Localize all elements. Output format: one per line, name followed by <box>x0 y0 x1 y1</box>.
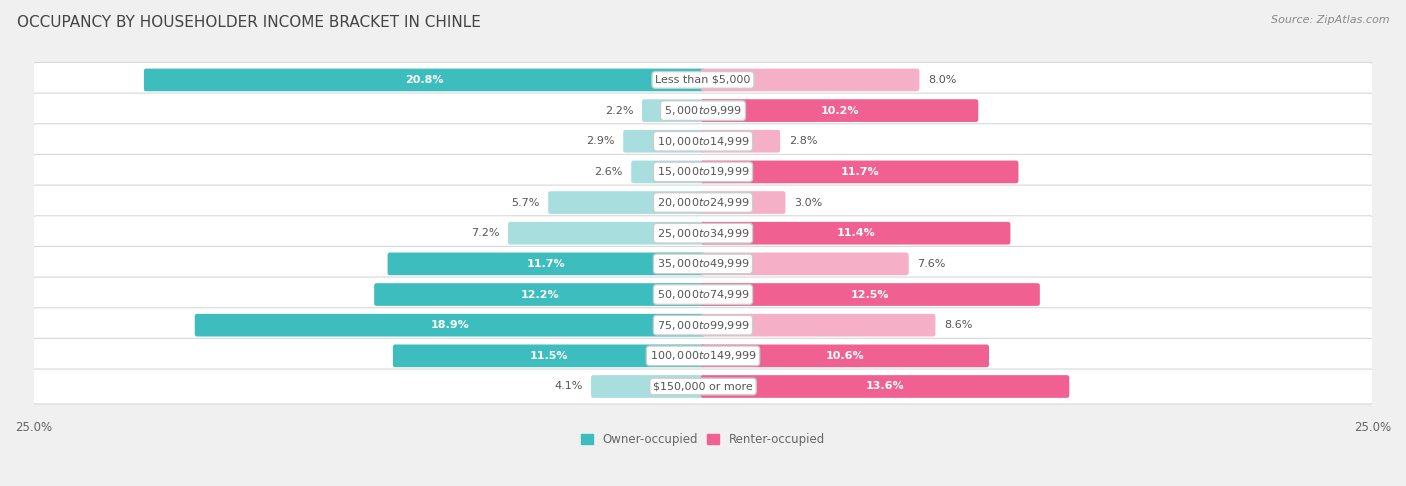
Text: 18.9%: 18.9% <box>430 320 470 330</box>
Text: 2.8%: 2.8% <box>789 136 817 146</box>
Text: 2.2%: 2.2% <box>605 105 633 116</box>
FancyBboxPatch shape <box>700 191 786 214</box>
FancyBboxPatch shape <box>700 345 988 367</box>
Text: OCCUPANCY BY HOUSEHOLDER INCOME BRACKET IN CHINLE: OCCUPANCY BY HOUSEHOLDER INCOME BRACKET … <box>17 15 481 30</box>
FancyBboxPatch shape <box>388 253 706 275</box>
Text: 4.1%: 4.1% <box>554 382 582 392</box>
Text: 12.5%: 12.5% <box>851 290 890 299</box>
Text: $5,000 to $9,999: $5,000 to $9,999 <box>664 104 742 117</box>
FancyBboxPatch shape <box>32 369 1374 404</box>
Text: 8.6%: 8.6% <box>943 320 973 330</box>
FancyBboxPatch shape <box>700 222 1011 244</box>
FancyBboxPatch shape <box>32 155 1374 190</box>
Text: 2.9%: 2.9% <box>586 136 614 146</box>
Text: 12.2%: 12.2% <box>520 290 560 299</box>
FancyBboxPatch shape <box>700 130 780 153</box>
Text: 7.6%: 7.6% <box>917 259 946 269</box>
Text: 7.2%: 7.2% <box>471 228 499 238</box>
FancyBboxPatch shape <box>32 124 1374 159</box>
FancyBboxPatch shape <box>623 130 706 153</box>
Text: $50,000 to $74,999: $50,000 to $74,999 <box>657 288 749 301</box>
FancyBboxPatch shape <box>374 283 706 306</box>
FancyBboxPatch shape <box>700 99 979 122</box>
FancyBboxPatch shape <box>32 338 1374 373</box>
FancyBboxPatch shape <box>631 160 706 183</box>
Text: 5.7%: 5.7% <box>512 198 540 208</box>
FancyBboxPatch shape <box>195 314 706 336</box>
Text: 8.0%: 8.0% <box>928 75 956 85</box>
Text: 13.6%: 13.6% <box>866 382 904 392</box>
FancyBboxPatch shape <box>700 253 908 275</box>
FancyBboxPatch shape <box>32 308 1374 343</box>
Text: 20.8%: 20.8% <box>405 75 444 85</box>
FancyBboxPatch shape <box>32 246 1374 281</box>
FancyBboxPatch shape <box>32 185 1374 220</box>
Text: 11.5%: 11.5% <box>530 351 568 361</box>
FancyBboxPatch shape <box>700 375 1070 398</box>
FancyBboxPatch shape <box>591 375 706 398</box>
Legend: Owner-occupied, Renter-occupied: Owner-occupied, Renter-occupied <box>578 430 828 450</box>
Text: $150,000 or more: $150,000 or more <box>654 382 752 392</box>
FancyBboxPatch shape <box>700 283 1040 306</box>
Text: 11.7%: 11.7% <box>527 259 565 269</box>
Text: 10.6%: 10.6% <box>825 351 865 361</box>
Text: Less than $5,000: Less than $5,000 <box>655 75 751 85</box>
FancyBboxPatch shape <box>392 345 706 367</box>
Text: $15,000 to $19,999: $15,000 to $19,999 <box>657 165 749 178</box>
Text: $20,000 to $24,999: $20,000 to $24,999 <box>657 196 749 209</box>
Text: 11.4%: 11.4% <box>837 228 875 238</box>
Text: 2.6%: 2.6% <box>595 167 623 177</box>
Text: $25,000 to $34,999: $25,000 to $34,999 <box>657 226 749 240</box>
FancyBboxPatch shape <box>548 191 706 214</box>
FancyBboxPatch shape <box>643 99 706 122</box>
Text: $100,000 to $149,999: $100,000 to $149,999 <box>650 349 756 363</box>
FancyBboxPatch shape <box>143 69 706 91</box>
Text: Source: ZipAtlas.com: Source: ZipAtlas.com <box>1271 15 1389 25</box>
FancyBboxPatch shape <box>700 69 920 91</box>
FancyBboxPatch shape <box>32 216 1374 251</box>
Text: 3.0%: 3.0% <box>794 198 823 208</box>
FancyBboxPatch shape <box>32 93 1374 128</box>
FancyBboxPatch shape <box>32 277 1374 312</box>
Text: 10.2%: 10.2% <box>820 105 859 116</box>
Text: $75,000 to $99,999: $75,000 to $99,999 <box>657 319 749 331</box>
Text: $10,000 to $14,999: $10,000 to $14,999 <box>657 135 749 148</box>
FancyBboxPatch shape <box>508 222 706 244</box>
Text: $35,000 to $49,999: $35,000 to $49,999 <box>657 258 749 270</box>
FancyBboxPatch shape <box>700 160 1018 183</box>
Text: 11.7%: 11.7% <box>841 167 879 177</box>
FancyBboxPatch shape <box>700 314 935 336</box>
FancyBboxPatch shape <box>32 63 1374 97</box>
